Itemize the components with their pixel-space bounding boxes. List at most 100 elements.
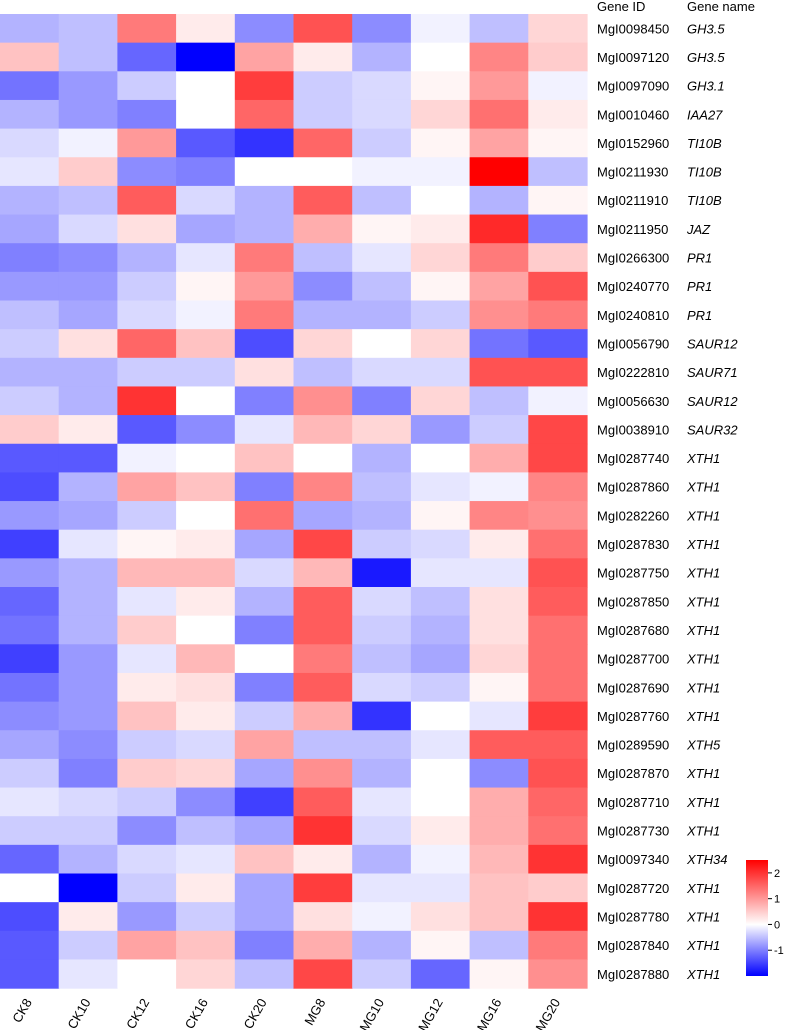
heatmap-cell xyxy=(469,415,529,445)
heatmap-cell xyxy=(234,701,295,731)
heatmap-cell xyxy=(234,587,295,617)
heatmap-cell xyxy=(352,271,412,302)
heatmap-cell xyxy=(176,787,236,817)
heatmap-cell xyxy=(410,300,471,330)
heatmap-cell xyxy=(293,443,353,473)
gene-id-label: MgI0010460 xyxy=(597,107,669,122)
heatmap-cell xyxy=(410,558,471,588)
heatmap-cell xyxy=(58,587,118,617)
gene-name-label: JAZ xyxy=(686,222,711,237)
heatmap-cell xyxy=(176,271,236,302)
heatmap-cell xyxy=(58,930,118,961)
heatmap-cell xyxy=(58,357,118,388)
heatmap-cell xyxy=(293,157,353,187)
heatmap-cell xyxy=(0,558,60,588)
heatmap-cell xyxy=(0,214,60,244)
heatmap-cell xyxy=(58,71,118,101)
heatmap-cell xyxy=(58,701,118,731)
gene-id-label: MgI0287840 xyxy=(597,938,669,953)
heatmap-cell xyxy=(352,185,412,216)
gene-name-label: XTH1 xyxy=(686,938,720,953)
heatmap-cell xyxy=(528,672,588,703)
gene-id-label: MgI0287700 xyxy=(597,652,669,667)
heatmap-cell xyxy=(234,472,295,502)
gene-name-label: XTH1 xyxy=(686,480,720,495)
gene-name-label: XTH1 xyxy=(686,795,720,810)
heatmap-cell xyxy=(352,501,412,531)
gene-name-label: XTH1 xyxy=(686,652,720,667)
heatmap-cell xyxy=(234,615,295,645)
heatmap-cell xyxy=(352,873,412,903)
heatmap-cell xyxy=(117,71,177,101)
heatmap-cell xyxy=(234,357,295,388)
gene-name-label: SAUR32 xyxy=(687,422,738,437)
heatmap-cell xyxy=(0,71,60,101)
heatmap-cell xyxy=(0,644,60,674)
heatmap-cell xyxy=(410,644,471,674)
heatmap-cell xyxy=(528,701,588,731)
heatmap-cell xyxy=(234,271,295,302)
heatmap-cell xyxy=(410,930,471,961)
gene-name-label: GH3.1 xyxy=(687,79,725,94)
column-label: CK8 xyxy=(9,996,35,1025)
gene-id-label: MgI0287850 xyxy=(597,594,669,609)
heatmap-cell xyxy=(528,128,588,158)
heatmap-cell xyxy=(293,243,353,273)
heatmap-cell xyxy=(528,14,588,44)
heatmap-cell xyxy=(117,529,177,559)
heatmap-cell xyxy=(176,415,236,445)
heatmap-cell xyxy=(234,157,295,187)
heatmap-cell xyxy=(0,873,60,903)
heatmap-cell xyxy=(352,787,412,817)
heatmap-cell xyxy=(0,472,60,502)
heatmap-cell xyxy=(469,644,529,674)
heatmap-cell xyxy=(469,615,529,645)
heatmap-cell xyxy=(176,930,236,961)
heatmap-cell xyxy=(528,243,588,273)
heatmap-cell xyxy=(293,300,353,330)
heatmap-cell xyxy=(469,472,529,502)
heatmap-cell xyxy=(176,558,236,588)
heatmap-cell xyxy=(410,816,471,846)
gene-id-label: MgI0056630 xyxy=(597,394,669,409)
heatmap-cell xyxy=(352,329,412,359)
heatmap-cell xyxy=(176,501,236,531)
heatmap-cell xyxy=(234,844,295,875)
heatmap-cell xyxy=(528,99,588,130)
heatmap-cell xyxy=(176,386,236,416)
heatmap-cell xyxy=(410,501,471,531)
heatmap-cell xyxy=(0,529,60,559)
heatmap-cell xyxy=(352,214,412,244)
gene-name-label: PR1 xyxy=(687,308,712,323)
heatmap-cell xyxy=(176,844,236,875)
gene-id-label: MgI0097090 xyxy=(597,79,669,94)
gene-name-label: TI10B xyxy=(687,136,722,151)
heatmap-cell xyxy=(117,959,177,989)
heatmap-cell xyxy=(528,329,588,359)
heatmap-cell xyxy=(234,558,295,588)
gene-id-label: MgI0211950 xyxy=(597,222,668,237)
heatmap-cell xyxy=(469,758,529,789)
heatmap-cell xyxy=(58,243,118,273)
heatmap-cell xyxy=(352,443,412,473)
heatmap-cell xyxy=(410,587,471,617)
heatmap-cell xyxy=(58,558,118,588)
gene-id-label: MgI0287760 xyxy=(597,709,669,724)
heatmap-cell xyxy=(58,386,118,416)
heatmap-cell xyxy=(528,816,588,846)
heatmap-cell xyxy=(293,816,353,846)
column-labels: CK8 CK10 CK12 CK16 CK20 MG8 MG10 MG12 MG16 MG20 xyxy=(9,996,563,1030)
gene-name-label: XTH5 xyxy=(686,738,721,753)
gene-name-label: SAUR12 xyxy=(687,394,738,409)
gene-name-label: TI10B xyxy=(687,193,722,208)
heatmap-cell xyxy=(58,214,118,244)
heatmap-cell xyxy=(528,873,588,903)
heatmap-cell xyxy=(352,14,412,44)
heatmap-cell xyxy=(352,644,412,674)
heatmap-cell xyxy=(176,730,236,760)
heatmap-cell xyxy=(117,672,177,703)
heatmap-cell xyxy=(117,14,177,44)
gene-id-label: MgI0287860 xyxy=(597,480,669,495)
heatmap-cell xyxy=(410,329,471,359)
heatmap-cell xyxy=(352,672,412,703)
